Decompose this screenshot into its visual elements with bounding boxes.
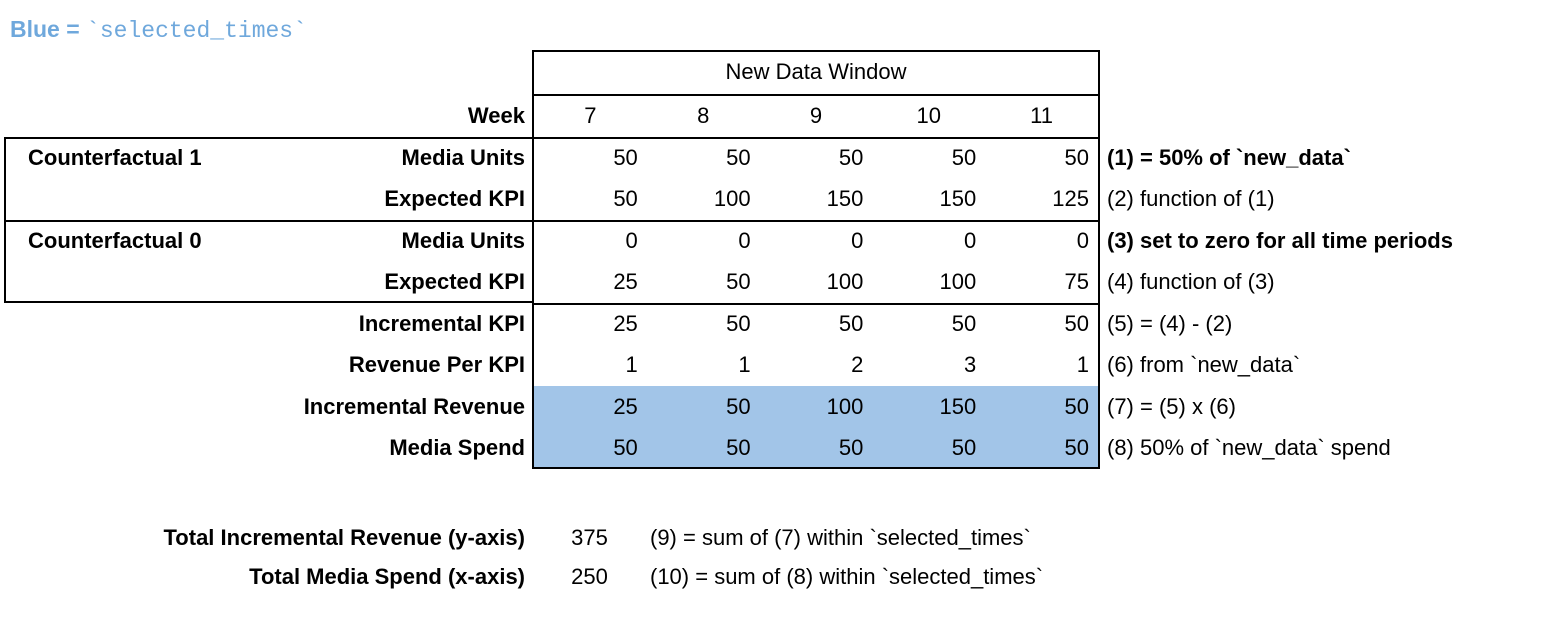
counterfactual-group-divider	[6, 220, 532, 222]
row-label-incremental-revenue: Incremental Revenue	[303, 393, 525, 419]
cell-value: 150	[826, 186, 864, 211]
cell-value: 50	[726, 393, 751, 419]
legend-code-selected-times: `selected_times`	[86, 18, 307, 44]
week-9: 9	[809, 102, 823, 128]
row-label-media-units-cf0: Media Units	[401, 227, 525, 253]
rule-below-week-row	[534, 137, 1098, 139]
cell-value: 1	[625, 352, 638, 377]
values-incremental-kpi: 25 50 50 50 50	[534, 303, 1098, 344]
note-8: (8) 50% of `new_data` spend	[1107, 435, 1391, 460]
row-label-media-spend: Media Spend	[389, 435, 525, 460]
rule-below-counterfactual-0	[534, 303, 1098, 305]
cell-value: 1	[738, 352, 751, 377]
values-incremental-revenue: 25 50 100 150 50	[534, 386, 1098, 427]
cell-value: 50	[726, 269, 751, 294]
row-label-incremental-kpi: Incremental KPI	[358, 310, 525, 336]
legend-label: Blue =	[10, 16, 87, 42]
cell-value: 25	[613, 393, 638, 419]
note-10: (10) = sum of (8) within `selected_times…	[650, 564, 1044, 589]
cell-value: 100	[826, 269, 864, 294]
cell-value: 50	[613, 144, 638, 170]
values-expected-kpi-cf0: 25 50 100 100 75	[534, 262, 1098, 303]
counterfactual-0-label: Counterfactual 0	[28, 227, 202, 253]
cell-value: 50	[726, 310, 751, 336]
cell-value: 25	[613, 310, 638, 336]
cell-value: 25	[613, 269, 638, 294]
legend: Blue = `selected_times`	[10, 14, 307, 46]
cell-value: 100	[826, 393, 864, 419]
week-11: 11	[1030, 102, 1053, 128]
note-7: (7) = (5) x (6)	[1107, 393, 1236, 419]
counterfactual-group-box	[4, 137, 532, 303]
cell-value: 50	[726, 435, 751, 460]
values-media-units-cf1: 50 50 50 50 50	[534, 137, 1098, 178]
cell-value: 0	[625, 227, 638, 253]
cell-value: 0	[851, 227, 864, 253]
total-media-spend-label: Total Media Spend (x-axis)	[249, 564, 525, 589]
total-incremental-revenue-label: Total Incremental Revenue (y-axis)	[163, 525, 526, 550]
note-6: (6) from `new_data`	[1107, 352, 1301, 377]
values-media-spend: 50 50 50 50 50	[534, 428, 1098, 469]
cell-value: 50	[1064, 144, 1089, 170]
data-window-panel	[532, 50, 1100, 469]
values-revenue-per-kpi: 1 1 2 3 1	[534, 345, 1098, 386]
cell-value: 50	[838, 144, 864, 170]
total-media-spend-value: 250	[571, 564, 608, 589]
cell-value: 50	[613, 435, 638, 460]
week-row-label: Week	[467, 102, 525, 128]
note-3: (3) set to zero for all time periods	[1107, 227, 1453, 253]
row-label-expected-kpi-cf1: Expected KPI	[384, 186, 525, 211]
cell-value: 100	[939, 269, 977, 294]
new-data-window-header: New Data Window	[725, 59, 907, 84]
cell-value: 0	[738, 227, 751, 253]
cell-value: 50	[1064, 393, 1089, 419]
selected-times-highlight	[534, 386, 1098, 467]
cell-value: 150	[939, 393, 977, 419]
rule-below-header	[534, 94, 1098, 96]
row-label-media-units-cf1: Media Units	[401, 144, 525, 170]
note-2: (2) function of (1)	[1107, 186, 1275, 211]
row-label-expected-kpi-cf0: Expected KPI	[384, 269, 525, 294]
total-incremental-revenue-value: 375	[571, 525, 608, 550]
cell-value: 1	[1076, 352, 1089, 377]
cell-value: 50	[1064, 310, 1089, 336]
values-expected-kpi-cf1: 50 100 150 150 125	[534, 179, 1098, 220]
row-label-revenue-per-kpi: Revenue Per KPI	[348, 352, 525, 377]
cell-value: 75	[1064, 269, 1089, 294]
cell-value: 50	[951, 310, 977, 336]
cell-value: 100	[713, 186, 751, 211]
cell-value: 50	[613, 186, 638, 211]
cell-value: 3	[963, 352, 977, 377]
values-media-units-cf0: 0 0 0 0 0	[534, 220, 1098, 261]
week-number-row: 7 8 9 10 11	[534, 94, 1098, 137]
week-8: 8	[697, 102, 710, 128]
cell-value: 125	[1052, 186, 1089, 211]
week-7: 7	[584, 102, 597, 128]
cell-value: 2	[851, 352, 864, 377]
cell-value: 50	[951, 144, 977, 170]
note-1: (1) = 50% of `new_data`	[1107, 144, 1351, 170]
cell-value: 50	[951, 435, 977, 460]
cell-value: 150	[939, 186, 977, 211]
note-4: (4) function of (3)	[1107, 269, 1275, 294]
note-5: (5) = (4) - (2)	[1107, 310, 1233, 336]
note-9: (9) = sum of (7) within `selected_times`	[650, 525, 1031, 550]
cell-value: 50	[838, 310, 864, 336]
cell-value: 50	[838, 435, 864, 460]
cell-value: 50	[726, 144, 751, 170]
cell-value: 0	[963, 227, 977, 253]
rule-below-counterfactual-1	[534, 220, 1098, 222]
week-10: 10	[916, 102, 942, 128]
counterfactual-1-label: Counterfactual 1	[28, 144, 202, 170]
cell-value: 50	[1064, 435, 1089, 460]
cell-value: 0	[1076, 227, 1089, 253]
